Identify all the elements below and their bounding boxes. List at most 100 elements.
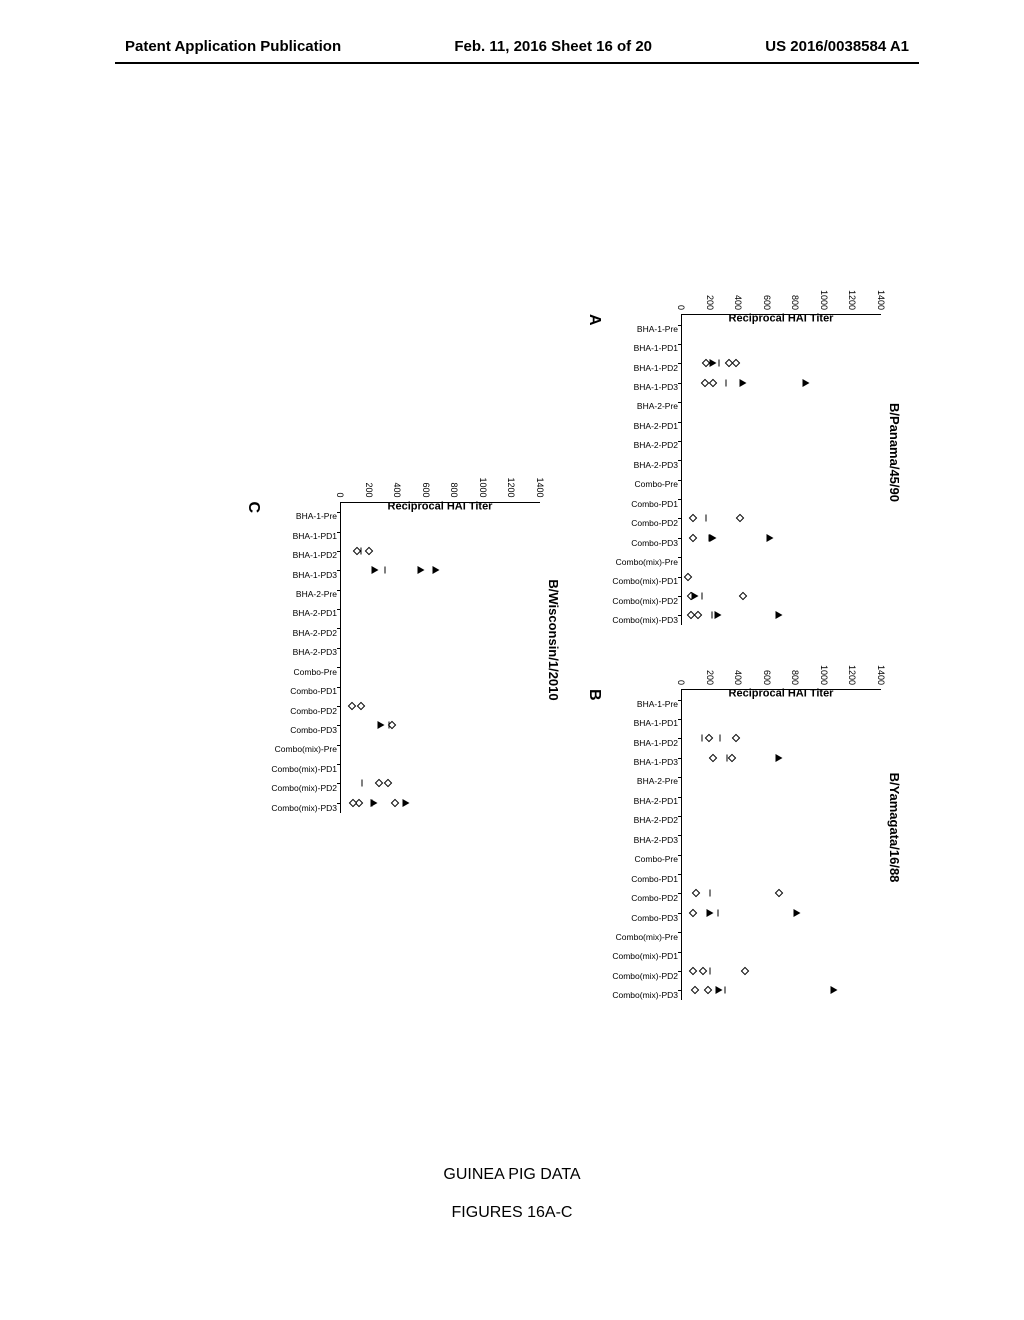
plot	[340, 502, 540, 813]
data-point	[705, 734, 713, 742]
x-tick-label: Combo(mix)-Pre	[616, 932, 678, 942]
y-tick: 200	[705, 670, 715, 685]
data-point	[802, 379, 809, 387]
data-point	[360, 547, 361, 554]
x-tick-label: BHA-1-PD1	[634, 718, 678, 728]
data-point	[701, 735, 702, 742]
data-point	[691, 592, 698, 600]
x-axis-ticks: BHA-1-PreBHA-1-PD1BHA-1-PD2BHA-1-PD3BHA-…	[250, 502, 340, 813]
data-point	[692, 889, 700, 897]
y-axis-ticks: 0200400600800100012001400	[681, 655, 881, 689]
x-tick-label: Combo-PD1	[290, 686, 337, 696]
x-tick-label: Combo(mix)-PD2	[612, 971, 678, 981]
data-point	[710, 359, 717, 367]
data-point	[348, 702, 356, 710]
data-point	[725, 359, 733, 367]
y-tick: 800	[449, 482, 459, 497]
data-point	[715, 986, 722, 994]
x-tick-label: BHA-1-PD3	[634, 382, 678, 392]
data-point	[433, 566, 440, 574]
caption-line-1: GUINEA PIG DATA	[0, 1166, 1024, 1184]
data-point	[714, 611, 721, 619]
data-point	[775, 754, 782, 762]
y-tick: 600	[421, 482, 431, 497]
data-point	[726, 754, 727, 761]
chart-panel-b: B/Yamagata/16/88 Reciprocal HAI Titer0200…	[591, 655, 902, 1000]
x-tick-label: Combo-PD2	[631, 518, 678, 528]
x-tick-label: Combo(mix)-PD1	[271, 764, 337, 774]
x-tick-label: BHA-1-PD2	[293, 550, 337, 560]
plot-inner	[341, 503, 540, 813]
data-point	[710, 890, 711, 897]
x-tick-label: Combo-PD2	[290, 706, 337, 716]
chart-title: B/Panama/45/90	[887, 280, 902, 625]
x-tick-label: BHA-1-PD3	[293, 570, 337, 580]
x-axis-ticks: BHA-1-PreBHA-1-PD1BHA-1-PD2BHA-1-PD3BHA-…	[591, 689, 681, 1000]
x-tick-label: BHA-1-PD2	[634, 738, 678, 748]
plot-area: Reciprocal HAI Titer02004006008001000120…	[681, 655, 881, 1000]
x-tick-label: Combo-PD3	[631, 913, 678, 923]
plot	[681, 689, 881, 1000]
x-tick-label: Combo(mix)-PD3	[612, 990, 678, 1000]
data-point	[362, 780, 363, 787]
data-point	[686, 611, 694, 619]
x-tick-label: Combo(mix)-PD1	[612, 951, 678, 961]
header-divider	[115, 62, 919, 64]
x-tick-label: BHA-1-PD2	[634, 363, 678, 373]
x-tick-label: BHA-2-PD2	[634, 440, 678, 450]
data-point	[689, 514, 697, 522]
data-point	[740, 967, 748, 975]
data-point	[703, 986, 711, 994]
x-tick-label: Combo(mix)-PD3	[271, 803, 337, 813]
x-tick-label: BHA-2-PD3	[634, 835, 678, 845]
panel-letter: C	[244, 502, 262, 514]
y-tick: 800	[790, 295, 800, 310]
y-tick: 0	[335, 492, 345, 497]
charts-row-bottom: B/Wisconsin/1/2010Reciprocal HAI Titer02…	[250, 255, 561, 1025]
data-point	[711, 612, 712, 619]
y-tick: 1000	[819, 665, 829, 685]
plot-inner	[682, 315, 881, 625]
data-point	[701, 592, 702, 599]
data-point	[775, 611, 782, 619]
data-point	[720, 735, 721, 742]
header-center: Feb. 11, 2016 Sheet 16 of 20	[454, 38, 652, 55]
x-tick-label: Combo-PD2	[631, 893, 678, 903]
x-tick-label: BHA-2-PD3	[293, 647, 337, 657]
chart-panel-a: B/Panama/45/90Reciprocal HAI Titer020040…	[591, 280, 902, 625]
x-tick-label: Combo-Pre	[294, 667, 337, 677]
data-point	[740, 379, 747, 387]
y-tick: 200	[364, 482, 374, 497]
x-tick-label: BHA-2-PD1	[634, 421, 678, 431]
y-tick: 600	[762, 295, 772, 310]
header-left: Patent Application Publication	[125, 38, 341, 55]
x-tick-label: BHA-1-PD1	[634, 343, 678, 353]
x-tick-label: BHA-2-Pre	[296, 589, 337, 599]
x-tick-label: Combo(mix)-PD1	[612, 576, 678, 586]
data-point	[389, 722, 390, 729]
x-tick-label: BHA-2-Pre	[637, 401, 678, 411]
data-point	[699, 967, 707, 975]
data-point	[709, 967, 710, 974]
data-point	[732, 359, 740, 367]
data-point	[728, 754, 736, 762]
plot-inner	[682, 690, 881, 1000]
x-tick-label: BHA-1-Pre	[296, 511, 337, 521]
data-point	[736, 514, 744, 522]
x-tick-label: BHA-2-PD2	[293, 628, 337, 638]
y-tick: 0	[676, 305, 686, 310]
plot-area: Reciprocal HAI Titer02004006008001000120…	[681, 280, 881, 625]
data-point	[709, 754, 717, 762]
data-point	[706, 515, 707, 522]
x-tick-label: Combo(mix)-PD3	[612, 615, 678, 625]
y-tick: 1400	[535, 477, 545, 497]
data-point	[385, 567, 386, 574]
y-tick: 1000	[478, 477, 488, 497]
y-axis-ticks: 0200400600800100012001400	[681, 280, 881, 314]
y-tick: 200	[705, 295, 715, 310]
data-point	[831, 986, 838, 994]
chart-title: B/Yamagata/16/88	[887, 655, 902, 1000]
x-tick-label: BHA-2-PD1	[634, 796, 678, 806]
y-tick: 1200	[847, 665, 857, 685]
data-point	[710, 534, 717, 542]
